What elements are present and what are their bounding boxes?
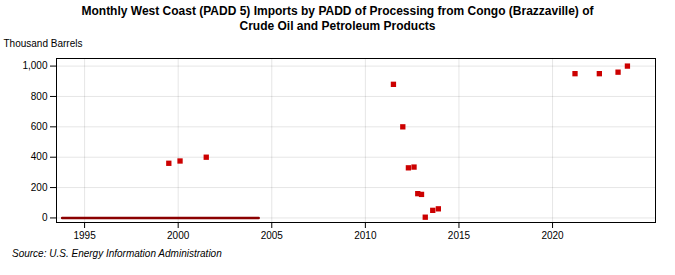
svg-text:1,000: 1,000 <box>22 60 47 71</box>
html-text:Monthly West Coast (PADD 5) Im: Monthly West Coast (PADD 5) Imports by P… <box>81 4 594 33</box>
svg-text:200: 200 <box>31 182 48 193</box>
svg-text:1995: 1995 <box>73 230 96 241</box>
svg-text:800: 800 <box>31 91 48 102</box>
svg-text:2015: 2015 <box>448 230 471 241</box>
svg-text:Thousand Barrels: Thousand Barrels <box>4 38 83 49</box>
svg-text:600: 600 <box>31 121 48 132</box>
svg-text:2005: 2005 <box>261 230 284 241</box>
svg-text:2020: 2020 <box>541 230 564 241</box>
svg-text:2000: 2000 <box>167 230 190 241</box>
svg-text:0: 0 <box>42 212 48 223</box>
html-text:Source: U.S. Energy Informatio: Source: U.S. Energy Information Administ… <box>12 248 222 259</box>
svg-text:2010: 2010 <box>354 230 377 241</box>
svg-text:400: 400 <box>31 151 48 162</box>
